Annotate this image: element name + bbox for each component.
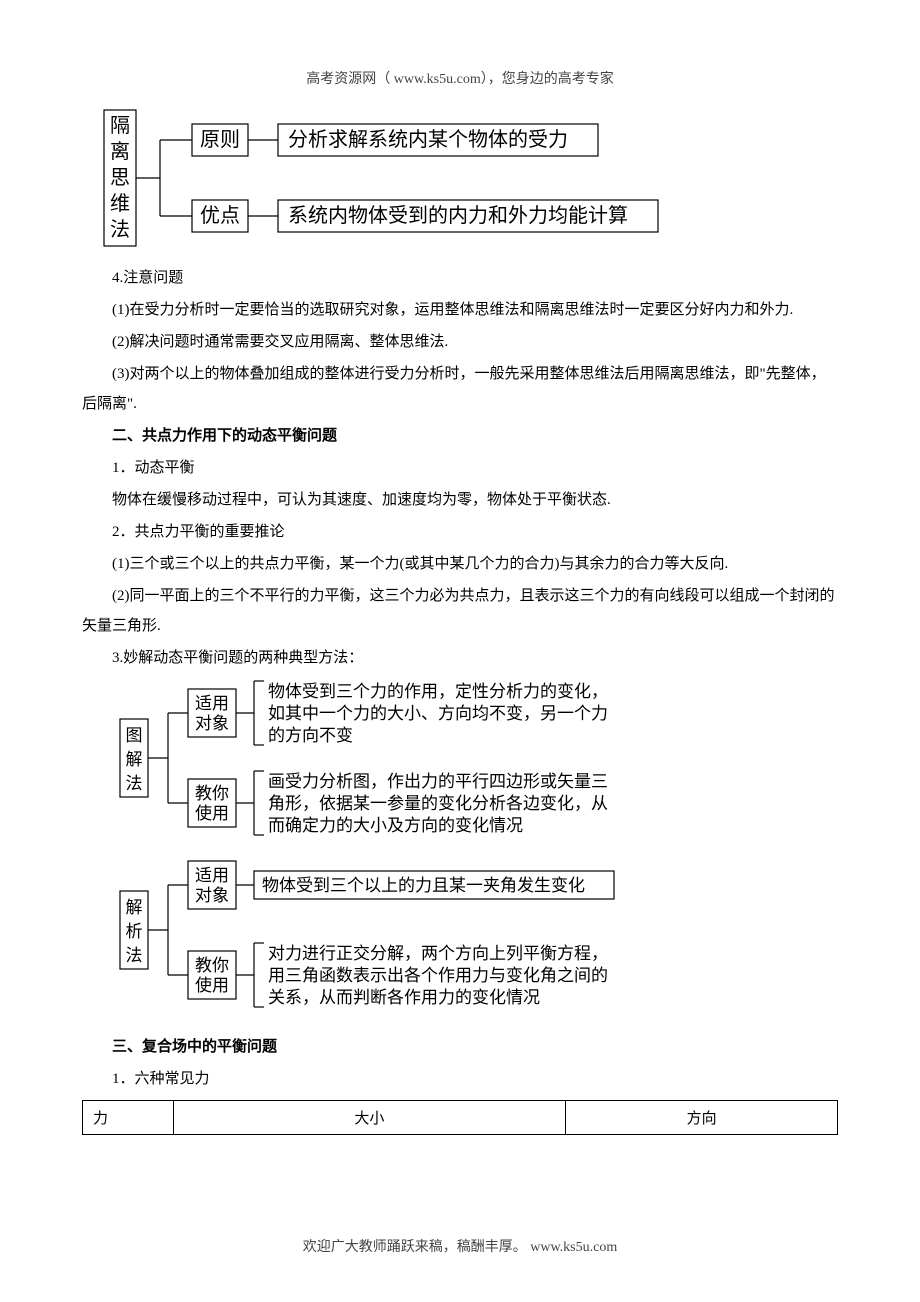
svg-text:适用: 适用 bbox=[195, 866, 229, 885]
s2-2-title: 2．共点力平衡的重要推论 bbox=[82, 517, 838, 547]
svg-text:的方向不变: 的方向不变 bbox=[268, 726, 353, 745]
svg-text:对力进行正交分解，两个方向上列平衡方程，: 对力进行正交分解，两个方向上列平衡方程， bbox=[268, 944, 608, 963]
heading-two: 二、共点力作用下的动态平衡问题 bbox=[82, 421, 838, 451]
svg-text:物体受到三个力的作用，定性分析力的变化，: 物体受到三个力的作用，定性分析力的变化， bbox=[268, 682, 608, 701]
svg-text:物体受到三个以上的力且某一夹角发生变化: 物体受到三个以上的力且某一夹角发生变化 bbox=[262, 876, 585, 895]
svg-text:维: 维 bbox=[110, 192, 130, 215]
svg-text:画受力分析图，作出力的平行四边形或矢量三: 画受力分析图，作出力的平行四边形或矢量三 bbox=[268, 772, 608, 791]
svg-text:角形，依据某一参量的变化分析各边变化，从: 角形，依据某一参量的变化分析各边变化，从 bbox=[268, 794, 608, 813]
svg-text:而确定力的大小及方向的变化情况: 而确定力的大小及方向的变化情况 bbox=[268, 816, 523, 835]
th-direction: 方向 bbox=[566, 1101, 838, 1135]
svg-text:优点: 优点 bbox=[200, 204, 240, 227]
svg-text:析: 析 bbox=[126, 922, 143, 941]
svg-text:对象: 对象 bbox=[195, 886, 229, 905]
s4-p1: (1)在受力分析时一定要恰当的选取研究对象，运用整体思维法和隔离思维法时一定要区… bbox=[82, 295, 838, 325]
th-magnitude: 大小 bbox=[173, 1101, 566, 1135]
svg-text:离: 离 bbox=[110, 140, 130, 163]
svg-text:分析求解系统内某个物体的受力: 分析求解系统内某个物体的受力 bbox=[288, 128, 568, 151]
svg-text:隔: 隔 bbox=[110, 114, 130, 137]
svg-text:用三角函数表示出各个作用力与变化角之间的: 用三角函数表示出各个作用力与变化角之间的 bbox=[268, 966, 608, 985]
s3-1-title: 1．六种常见力 bbox=[82, 1064, 838, 1094]
svg-text:法: 法 bbox=[110, 218, 130, 241]
page-content: 隔 离 思 维 法 原则 分析求解系统内某个物体的受力 优点 系统内物体受到的内… bbox=[82, 96, 838, 1135]
s4-p3: (3)对两个以上的物体叠加组成的整体进行受力分析时，一般先采用整体思维法后用隔离… bbox=[82, 359, 838, 419]
page-header: 高考资源网（ www.ks5u.com），您身边的高考专家 bbox=[0, 68, 920, 88]
svg-text:解: 解 bbox=[126, 750, 143, 769]
svg-text:原则: 原则 bbox=[200, 128, 240, 151]
svg-text:使用: 使用 bbox=[195, 975, 229, 995]
heading-three: 三、复合场中的平衡问题 bbox=[82, 1032, 838, 1062]
svg-text:系统内物体受到的内力和外力均能计算: 系统内物体受到的内力和外力均能计算 bbox=[288, 204, 628, 227]
svg-text:使用: 使用 bbox=[195, 803, 229, 823]
table-row: 力 大小 方向 bbox=[83, 1101, 838, 1135]
diagram-two-methods: 图 解 法 适用 对象 物体受到三个力的作用，定性分析力的变化， 如其中一个力的… bbox=[118, 679, 838, 1024]
section-4-title: 4.注意问题 bbox=[82, 263, 838, 293]
s2-1-title: 1．动态平衡 bbox=[82, 453, 838, 483]
s2-2-p2: (2)同一平面上的三个不平行的力平衡，这三个力必为共点力，且表示这三个力的有向线… bbox=[82, 581, 838, 641]
svg-text:法: 法 bbox=[126, 946, 143, 965]
s2-3-title: 3.妙解动态平衡问题的两种典型方法： bbox=[82, 643, 838, 673]
diagram-isolation-method: 隔 离 思 维 法 原则 分析求解系统内某个物体的受力 优点 系统内物体受到的内… bbox=[102, 108, 838, 253]
svg-text:解: 解 bbox=[126, 898, 143, 917]
svg-text:思: 思 bbox=[110, 167, 130, 189]
svg-text:法: 法 bbox=[126, 774, 143, 793]
th-force: 力 bbox=[83, 1101, 174, 1135]
table-six-forces: 力 大小 方向 bbox=[82, 1100, 838, 1135]
s2-2-p1: (1)三个或三个以上的共点力平衡，某一个力(或其中某几个力的合力)与其余力的合力… bbox=[82, 549, 838, 579]
svg-text:如其中一个力的大小、方向均不变，另一个力: 如其中一个力的大小、方向均不变，另一个力 bbox=[268, 704, 608, 723]
svg-text:图: 图 bbox=[126, 726, 143, 745]
svg-text:适用: 适用 bbox=[195, 694, 229, 713]
s4-p2: (2)解决问题时通常需要交叉应用隔离、整体思维法. bbox=[82, 327, 838, 357]
svg-text:教你: 教你 bbox=[195, 956, 229, 975]
svg-text:教你: 教你 bbox=[195, 784, 229, 803]
s2-1-body: 物体在缓慢移动过程中，可认为其速度、加速度均为零，物体处于平衡状态. bbox=[82, 485, 838, 515]
page-footer: 欢迎广大教师踊跃来稿，稿酬丰厚。 www.ks5u.com bbox=[0, 1236, 920, 1256]
svg-text:对象: 对象 bbox=[195, 714, 229, 733]
svg-text:关系，从而判断各作用力的变化情况: 关系，从而判断各作用力的变化情况 bbox=[268, 988, 540, 1007]
